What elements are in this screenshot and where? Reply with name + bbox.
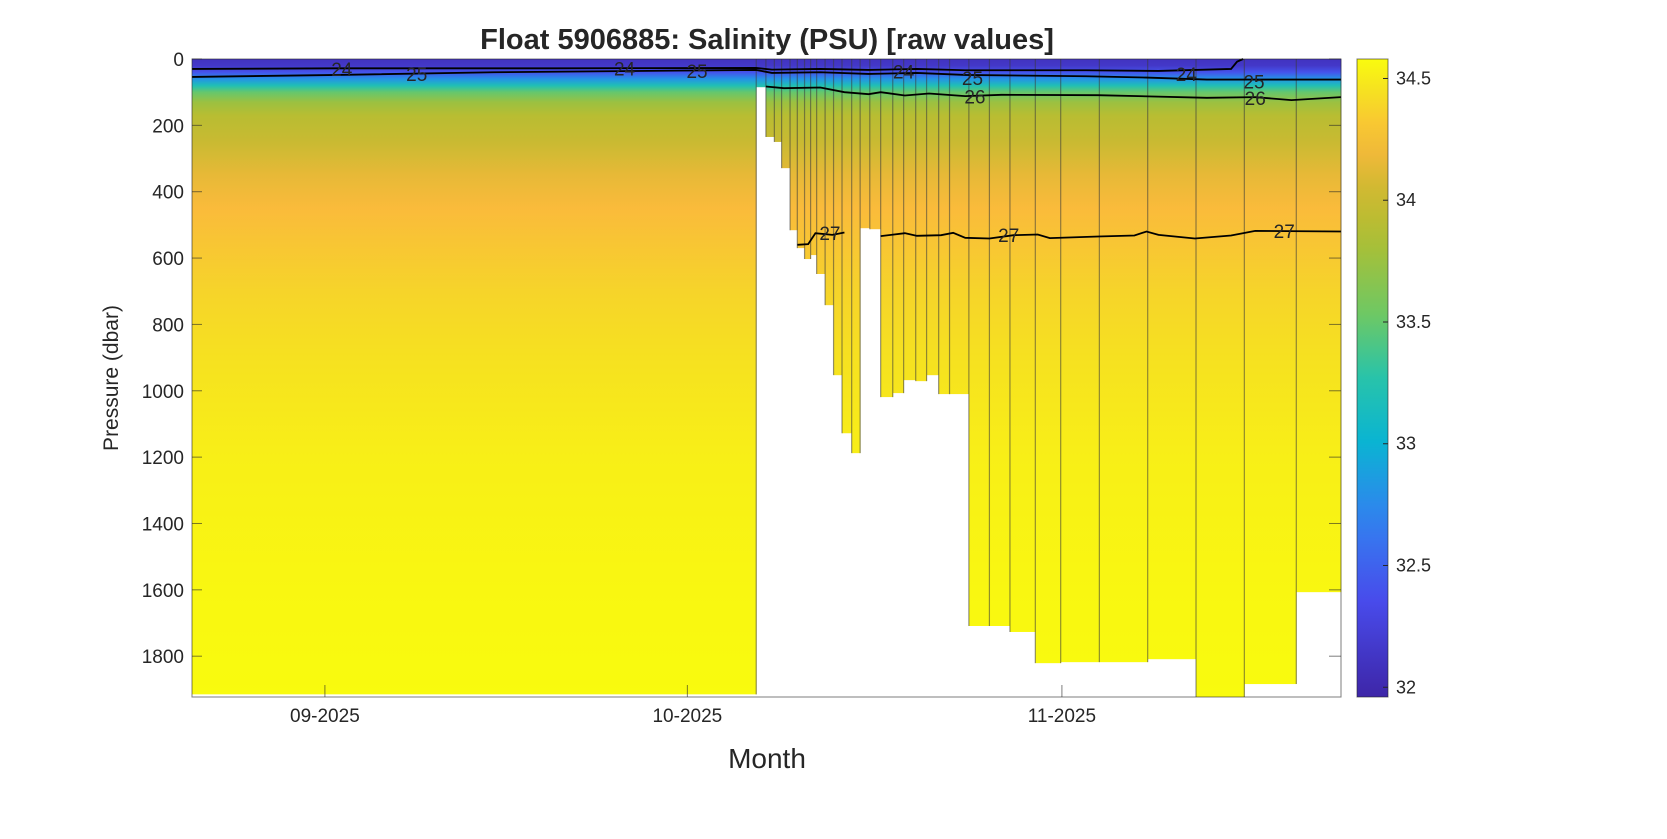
profile-column: [851, 59, 861, 454]
profile-column: [1296, 59, 1342, 593]
profile-column: [968, 59, 990, 627]
profile-column: [1060, 59, 1100, 663]
profile-column: [880, 59, 894, 398]
y-tick-label: 1200: [142, 448, 184, 469]
profile-column: [860, 59, 871, 229]
profile-column: [1099, 59, 1148, 663]
profile-column: [903, 59, 917, 381]
contour-label: 26: [1245, 89, 1266, 110]
x-axis-label: Month: [728, 743, 806, 774]
y-axis-label: Pressure (dbar): [100, 305, 123, 451]
colorbar-tick-label: 32.5: [1396, 556, 1431, 576]
profile-column: [833, 59, 843, 376]
density-contour-27: [797, 231, 845, 246]
y-tick-label: 200: [152, 116, 184, 137]
y-tick-label: 400: [152, 183, 184, 204]
profile-column: [869, 59, 881, 230]
contour-label: 27: [819, 224, 840, 245]
profile-column: [949, 59, 970, 395]
colorbar-gradient: [1356, 58, 1389, 698]
x-tick-label: 09-2025: [290, 706, 360, 727]
contour-label: 25: [406, 65, 427, 86]
density-contour-27b: [880, 229, 1342, 240]
y-axis: 0 200 400 600 800 1000 1200 1400 1600 1800: [142, 50, 1341, 668]
profile-column: [1244, 59, 1297, 685]
density-contour-26: [765, 85, 1342, 102]
y-tick-label: 1800: [142, 647, 184, 668]
profile-column: [781, 59, 791, 169]
y-tick-label: 800: [152, 315, 184, 336]
contour-label: 24: [893, 63, 915, 84]
colorbar-tick-label: 32: [1396, 677, 1416, 697]
profile-column: [892, 59, 904, 394]
plot-frame: [191, 58, 1342, 698]
x-axis: 09-2025 10-2025 11-2025: [290, 685, 1096, 727]
profile-column: [816, 59, 826, 274]
y-tick-label: 600: [152, 249, 184, 270]
profile-column: [810, 59, 817, 256]
density-contour-25: [191, 69, 1341, 81]
profile-column: [989, 59, 1011, 627]
profile-column: [915, 59, 927, 382]
profile-column: [1009, 59, 1036, 632]
contour-label: 24: [614, 59, 636, 80]
density-contour-24: [191, 58, 1244, 72]
colorbar-tick-label: 34: [1396, 190, 1416, 210]
x-tick-label: 11-2025: [1028, 706, 1096, 727]
profile-column: [192, 59, 757, 695]
profile-column: [938, 59, 950, 395]
contour-label: 24: [1176, 65, 1198, 86]
colorbar-tick-label: 33: [1396, 434, 1416, 454]
contour-label: 25: [686, 62, 707, 83]
profile-column: [1196, 59, 1245, 697]
profile-column: [790, 59, 798, 231]
colorbar: 32 32.5 33 33.5 34 34.5: [1356, 58, 1431, 698]
colorbar-tick-label: 34.5: [1396, 68, 1431, 88]
profile-column: [797, 59, 805, 249]
profile-column: [825, 59, 834, 306]
profile-column: [804, 59, 811, 260]
chart-title: Float 5906885: Salinity (PSU) [raw value…: [480, 24, 1054, 56]
colorbar-tick-label: 33.5: [1396, 312, 1431, 332]
contour-label: 26: [964, 87, 985, 108]
y-tick-label: 1000: [142, 382, 184, 403]
contour-label: 27: [998, 226, 1019, 247]
contour-label: 25: [1243, 73, 1264, 94]
contour-label: 25: [962, 69, 983, 90]
profile-column: [765, 59, 775, 137]
profile-column: [774, 59, 782, 142]
x-tick-label: 10-2025: [652, 706, 722, 727]
y-tick-label: 0: [173, 50, 184, 71]
y-tick-label: 1600: [142, 581, 184, 602]
profile-column: [842, 59, 852, 434]
profile-column: [1147, 59, 1197, 660]
profile-column: [756, 59, 767, 88]
y-tick-label: 1400: [142, 514, 184, 535]
contour-label: 27: [1274, 222, 1295, 243]
profile-column: [926, 59, 939, 376]
profile-column: [1035, 59, 1061, 664]
contour-label: 24: [331, 60, 353, 81]
